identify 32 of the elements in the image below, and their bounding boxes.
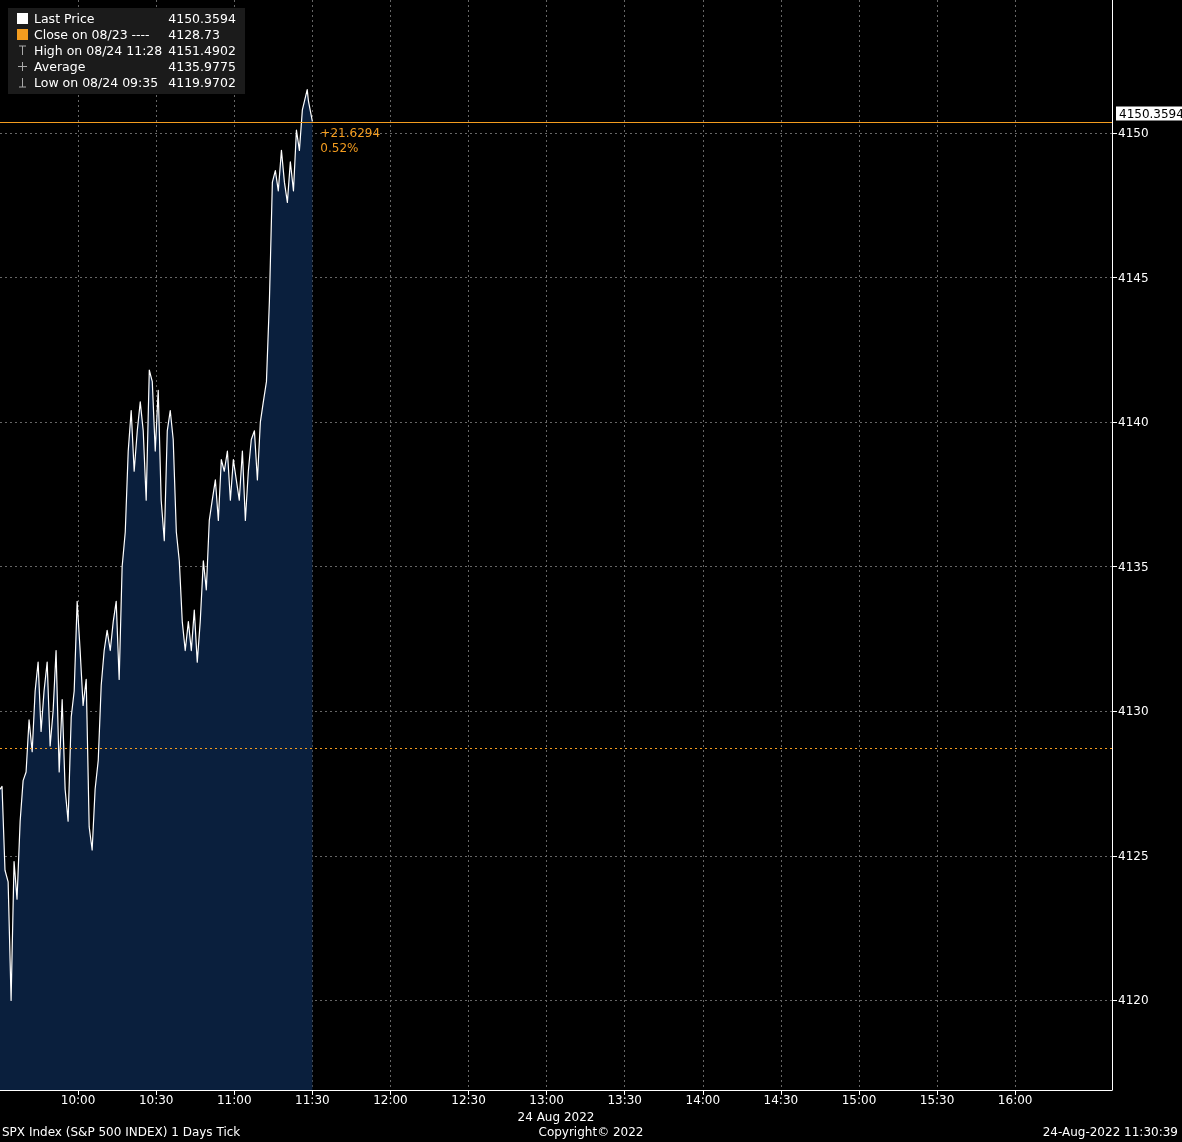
text: Average 4135.9775 [34,59,236,74]
y-tick-label: 4130 [1118,704,1149,719]
x-tick-label: 14:00 [685,1093,721,1107]
x-tick-label: 13:30 [607,1093,643,1107]
x-tick-label: 15:00 [841,1093,877,1107]
x-tick-label: 16:00 [997,1093,1033,1107]
x-tick-label: 11:00 [216,1093,252,1107]
x-tick-label: 13:00 [529,1093,564,1107]
x-tick-label: 10:00 [60,1093,96,1107]
x-tick-label: 12:30 [451,1093,486,1107]
y-tick-label: 4120 [1118,993,1149,1008]
x-tick-label: 15:30 [919,1093,955,1107]
x-tick-label: 12:00 [373,1093,408,1107]
annotation: High on 08/24 11:28 4151.4902 [33,43,237,59]
y-tick-label: 4145 [1118,270,1149,285]
y-tick-label: 4125 [1118,848,1149,863]
x-tick-label: 11:30 [295,1093,330,1107]
text: Close on 08/23 ---- 4128.73 [34,27,220,42]
text: SPX Index (S&P 500 INDEX) 1 Days Tick [2,1125,241,1139]
x-axis-title: 24 Aug 2022 [517,1109,595,1124]
y-tick-label: 4140 [1118,415,1149,430]
annotation: 4150.3594 [167,11,237,27]
y-tick-label: 4135 [1118,559,1149,574]
annotation: Low on 08/24 09:35 4119.9702 [33,75,237,91]
x-tick-label: 10:30 [138,1093,174,1107]
y-tick-label: 4150 [1118,126,1149,140]
text: 24-Aug-2022 11:30:39 [1042,1125,1178,1139]
legend-label: Last Price [33,11,96,27]
text: Copyright© 2022 [538,1125,644,1139]
annotation: 0.52% [320,140,359,155]
annotation: +21.6294 [320,125,381,140]
x-tick-label: 14:30 [763,1093,799,1107]
